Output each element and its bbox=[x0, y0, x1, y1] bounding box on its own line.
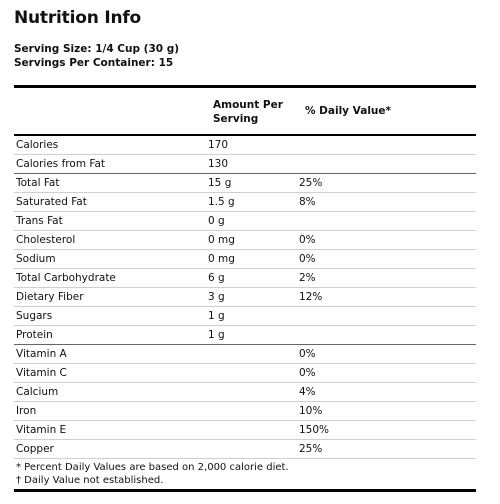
servings-per-container: Servings Per Container: 15 bbox=[14, 57, 174, 69]
nutrient-daily-value: 0% bbox=[299, 367, 316, 379]
nutrient-name: Cholesterol bbox=[16, 234, 76, 246]
nutrient-amount: 3 g bbox=[208, 291, 225, 303]
nutrient-name: Saturated Fat bbox=[16, 196, 87, 208]
footnote-daily-values: * Percent Daily Values are based on 2,00… bbox=[16, 462, 289, 473]
nutrient-amount: 6 g bbox=[208, 272, 225, 284]
nutrient-name: Sodium bbox=[16, 253, 56, 265]
table-row: Saturated Fat 1.5 g 8% bbox=[14, 193, 476, 212]
amount-per-serving-header: Amount Per Serving bbox=[213, 99, 283, 125]
nutrient-daily-value: 0% bbox=[299, 348, 316, 360]
nutrient-amount: 1.5 g bbox=[208, 196, 235, 208]
nutrient-name: Protein bbox=[16, 329, 53, 341]
table-row: Protein 1 g bbox=[14, 326, 476, 345]
table-row: Calcium 4% bbox=[14, 383, 476, 402]
nutrient-amount: 1 g bbox=[208, 310, 225, 322]
table-row: Sodium 0 mg 0% bbox=[14, 250, 476, 269]
nutrient-name: Vitamin C bbox=[16, 367, 67, 379]
nutrient-name: Calories from Fat bbox=[16, 158, 106, 170]
nutrient-daily-value: 0% bbox=[299, 234, 316, 246]
nutrient-daily-value: 25% bbox=[299, 443, 323, 455]
nutrient-name: Calcium bbox=[16, 386, 59, 398]
nutrient-daily-value: 2% bbox=[299, 272, 316, 284]
daily-value-header: % Daily Value* bbox=[305, 105, 391, 117]
serving-size: Serving Size: 1/4 Cup (30 g) bbox=[14, 43, 180, 55]
nutrient-daily-value: 10% bbox=[299, 405, 323, 417]
nutrient-daily-value: 8% bbox=[299, 196, 316, 208]
nutrient-name: Iron bbox=[16, 405, 37, 417]
table-row: Copper 25% bbox=[14, 440, 476, 459]
nutrient-name: Copper bbox=[16, 443, 54, 455]
nutrient-amount: 15 g bbox=[208, 177, 232, 189]
table-row: Total Carbohydrate 6 g 2% bbox=[14, 269, 476, 288]
table-row: Vitamin C 0% bbox=[14, 364, 476, 383]
serving-info: Serving Size: 1/4 Cup (30 g) Servings Pe… bbox=[14, 42, 179, 70]
nutrient-daily-value: 25% bbox=[299, 177, 323, 189]
table-header: Amount Per Serving % Daily Value* bbox=[14, 88, 476, 136]
nutrient-daily-value: 12% bbox=[299, 291, 323, 303]
nutrient-amount: 0 mg bbox=[208, 253, 235, 265]
table-row: Trans Fat 0 g bbox=[14, 212, 476, 231]
nutrient-amount: 130 bbox=[208, 158, 229, 170]
nutrient-amount: 1 g bbox=[208, 329, 225, 341]
footnote-not-established: † Daily Value not established. bbox=[16, 475, 164, 486]
nutrient-name: Calories bbox=[16, 139, 59, 151]
nutrient-daily-value: 4% bbox=[299, 386, 316, 398]
nutrient-name: Dietary Fiber bbox=[16, 291, 84, 303]
nutrient-name: Total Carbohydrate bbox=[16, 272, 116, 284]
table-row: Dietary Fiber 3 g 12% bbox=[14, 288, 476, 307]
nutrient-daily-value: 0% bbox=[299, 253, 316, 265]
table-row: Vitamin E 150% bbox=[14, 421, 476, 440]
table-row: Calories 170 bbox=[14, 136, 476, 155]
nutrient-name: Vitamin E bbox=[16, 424, 67, 436]
footnotes: * Percent Daily Values are based on 2,00… bbox=[14, 458, 476, 492]
nutrition-table: Amount Per Serving % Daily Value* Calori… bbox=[14, 85, 476, 492]
table-row: Cholesterol 0 mg 0% bbox=[14, 231, 476, 250]
nutrient-amount: 0 g bbox=[208, 215, 225, 227]
nutrient-name: Trans Fat bbox=[16, 215, 63, 227]
table-row: Calories from Fat 130 bbox=[14, 155, 476, 174]
nutrient-amount: 0 mg bbox=[208, 234, 235, 246]
nutrient-name: Vitamin A bbox=[16, 348, 67, 360]
nutrient-name: Sugars bbox=[16, 310, 53, 322]
table-row: Vitamin A 0% bbox=[14, 345, 476, 364]
nutrient-name: Total Fat bbox=[16, 177, 60, 189]
page-title: Nutrition Info bbox=[14, 8, 142, 28]
table-row: Iron 10% bbox=[14, 402, 476, 421]
nutrient-amount: 170 bbox=[208, 139, 229, 151]
nutrient-daily-value: 150% bbox=[299, 424, 330, 436]
table-row: Sugars 1 g bbox=[14, 307, 476, 326]
table-row: Total Fat 15 g 25% bbox=[14, 174, 476, 193]
